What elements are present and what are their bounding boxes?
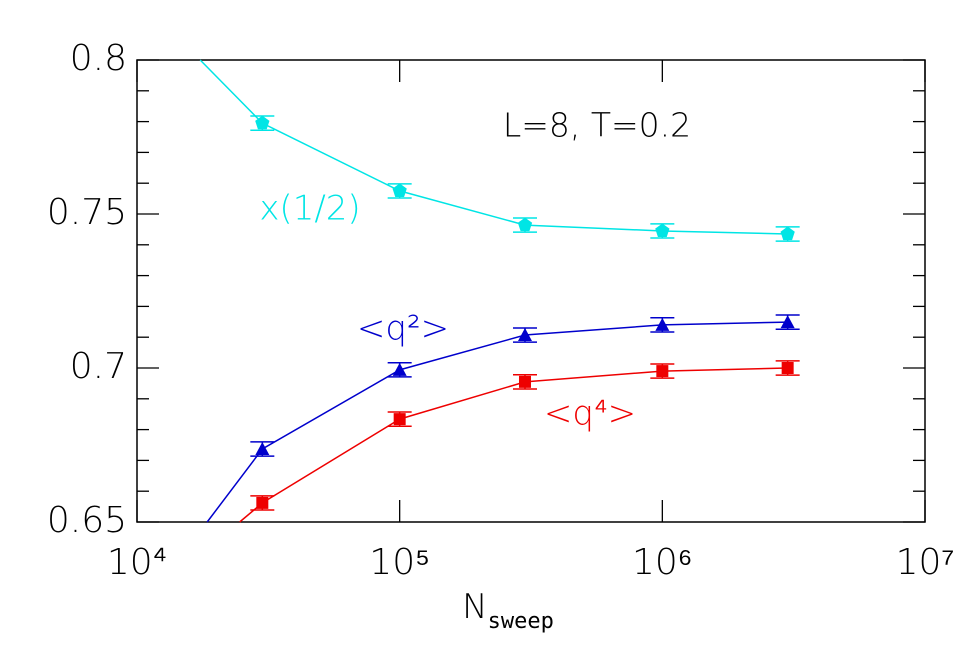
x-tick-label: 10⁷ (896, 542, 955, 583)
x-axis-label-sub: sweep (488, 609, 554, 634)
y-tick-label: 0.75 (47, 192, 127, 233)
plot-frame (136, 59, 926, 523)
marker (656, 365, 669, 378)
marker (781, 362, 794, 374)
series-line (206, 321, 788, 523)
marker (517, 217, 533, 232)
marker (655, 317, 670, 331)
x-axis-label: Nsweep (462, 587, 554, 635)
marker (780, 226, 795, 241)
y-tick-label: 0.8 (70, 38, 127, 79)
series-label: <q⁴> (544, 394, 636, 434)
marker (255, 115, 270, 130)
marker (517, 328, 532, 342)
series-label: <q²> (357, 309, 449, 349)
y-tick-label: 0.7 (70, 346, 127, 387)
x-tick-label: 10⁵ (369, 542, 430, 583)
x-tick-label: 10⁴ (107, 542, 167, 583)
annotation: L=8, T=0.2 (503, 106, 691, 145)
marker (780, 315, 795, 329)
series-label: x(1/2) (259, 189, 360, 229)
x-tick-label: 10⁶ (632, 542, 693, 583)
series-line (199, 59, 788, 235)
marker (392, 362, 407, 376)
x-axis-label-main: N (462, 587, 487, 627)
marker (256, 496, 269, 509)
y-tick-label: 0.65 (47, 500, 127, 541)
marker (518, 375, 531, 388)
marker (655, 223, 670, 238)
series-line (239, 367, 788, 523)
marker (392, 183, 407, 197)
marker (393, 413, 406, 426)
marker (255, 442, 270, 456)
